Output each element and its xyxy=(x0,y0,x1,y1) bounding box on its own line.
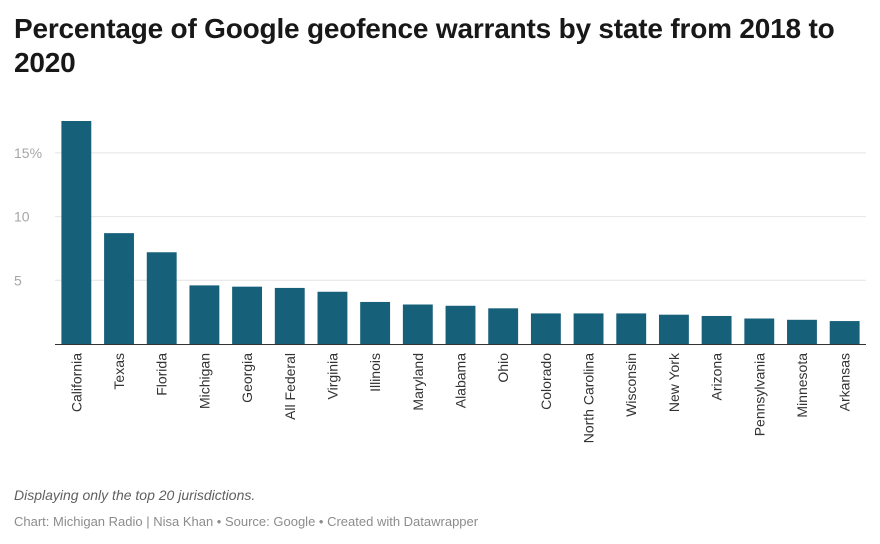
footnote: Displaying only the top 20 jurisdictions… xyxy=(14,487,256,503)
bar xyxy=(189,285,220,344)
bar xyxy=(701,315,732,344)
x-category-label: Maryland xyxy=(410,353,426,411)
y-tick-label: 15% xyxy=(14,145,42,161)
bar xyxy=(488,308,519,344)
bar-chart: 5 10 15% California Texas Florida Michigan Geo… xyxy=(14,121,866,443)
bar xyxy=(829,321,860,344)
x-category-label: North Carolina xyxy=(581,353,597,443)
x-category-label: Minnesota xyxy=(794,353,810,418)
x-category-label: Michigan xyxy=(196,353,212,409)
bar xyxy=(744,318,775,344)
x-category-label: Pennsylvania xyxy=(751,353,767,436)
bar xyxy=(402,304,433,344)
bar xyxy=(658,314,689,344)
bar xyxy=(616,313,647,344)
bar xyxy=(787,319,817,344)
bar xyxy=(445,305,476,344)
x-category-label: California xyxy=(68,353,84,412)
bar xyxy=(61,121,92,344)
x-category-label: Ohio xyxy=(495,353,511,383)
bars xyxy=(61,121,860,344)
x-category-label: All Federal xyxy=(282,353,298,420)
bar xyxy=(360,301,391,344)
category-labels: California Texas Florida Michigan Georgia All… xyxy=(68,352,852,443)
gridlines: 5 10 15% xyxy=(14,145,866,288)
y-tick-label: 10 xyxy=(14,209,30,225)
x-category-label: Texas xyxy=(111,353,127,390)
x-category-label: Virginia xyxy=(324,353,340,400)
bar xyxy=(317,291,348,344)
x-category-label: Arkansas xyxy=(837,353,853,411)
x-category-label: Georgia xyxy=(239,353,255,403)
x-category-label: Arizona xyxy=(709,353,725,401)
bar xyxy=(232,286,263,344)
chart-title: Percentage of Google geofence warrants b… xyxy=(14,13,835,78)
x-category-label: Illinois xyxy=(367,353,383,392)
x-category-label: New York xyxy=(666,352,682,412)
x-category-label: Florida xyxy=(154,353,170,396)
x-category-label: Wisconsin xyxy=(623,353,639,417)
source-credit: Chart: Michigan Radio | Nisa Khan • Sour… xyxy=(14,514,479,529)
x-category-label: Colorado xyxy=(538,353,554,410)
bar xyxy=(104,233,134,344)
x-category-label: Alabama xyxy=(453,353,469,408)
bar xyxy=(530,313,561,344)
y-tick-label: 5 xyxy=(14,272,22,288)
bar xyxy=(274,287,305,344)
bar xyxy=(573,313,604,344)
bar xyxy=(146,252,177,344)
